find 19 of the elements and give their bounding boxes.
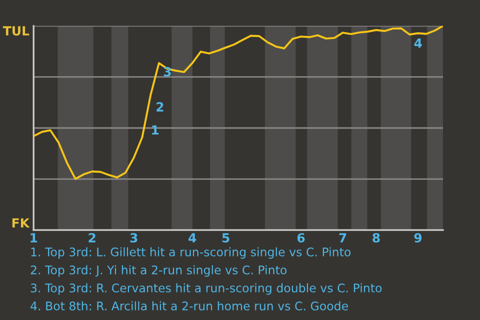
text: 3. Top 3rd: R. Cervantes hit a run-scoring double vs C. Pinto [30,283,382,295]
x-tick-label: 3 [130,233,138,243]
annotation: 4 [414,38,422,48]
annotation: 1 [152,125,159,135]
text: TUL [2,26,30,36]
x-tick-label: 2 [88,233,96,242]
text: 1. Top 3rd: L. Gillett hit a run-scoring single vs C. Pinto [31,247,351,259]
text: FK [12,218,30,228]
x-tick-label: 1 [30,233,38,242]
x-tick-label: 4 [188,233,196,242]
x-tick-label: 5 [222,233,230,243]
text: 2. Top 3rd: J. Yi hit a 2-run single vs C. Pinto [30,265,287,277]
annotation: 2 [156,102,164,112]
x-tick-label: 8 [372,233,380,243]
x-tick-label: 9 [414,233,422,243]
x-tick-label: 6 [297,233,305,243]
x-tick-label: 7 [339,233,346,242]
annotation: 3 [164,66,171,76]
text: 4. Bot 8th: R. Arcilla hit a 2-run home run vs C. Goode [30,301,348,310]
